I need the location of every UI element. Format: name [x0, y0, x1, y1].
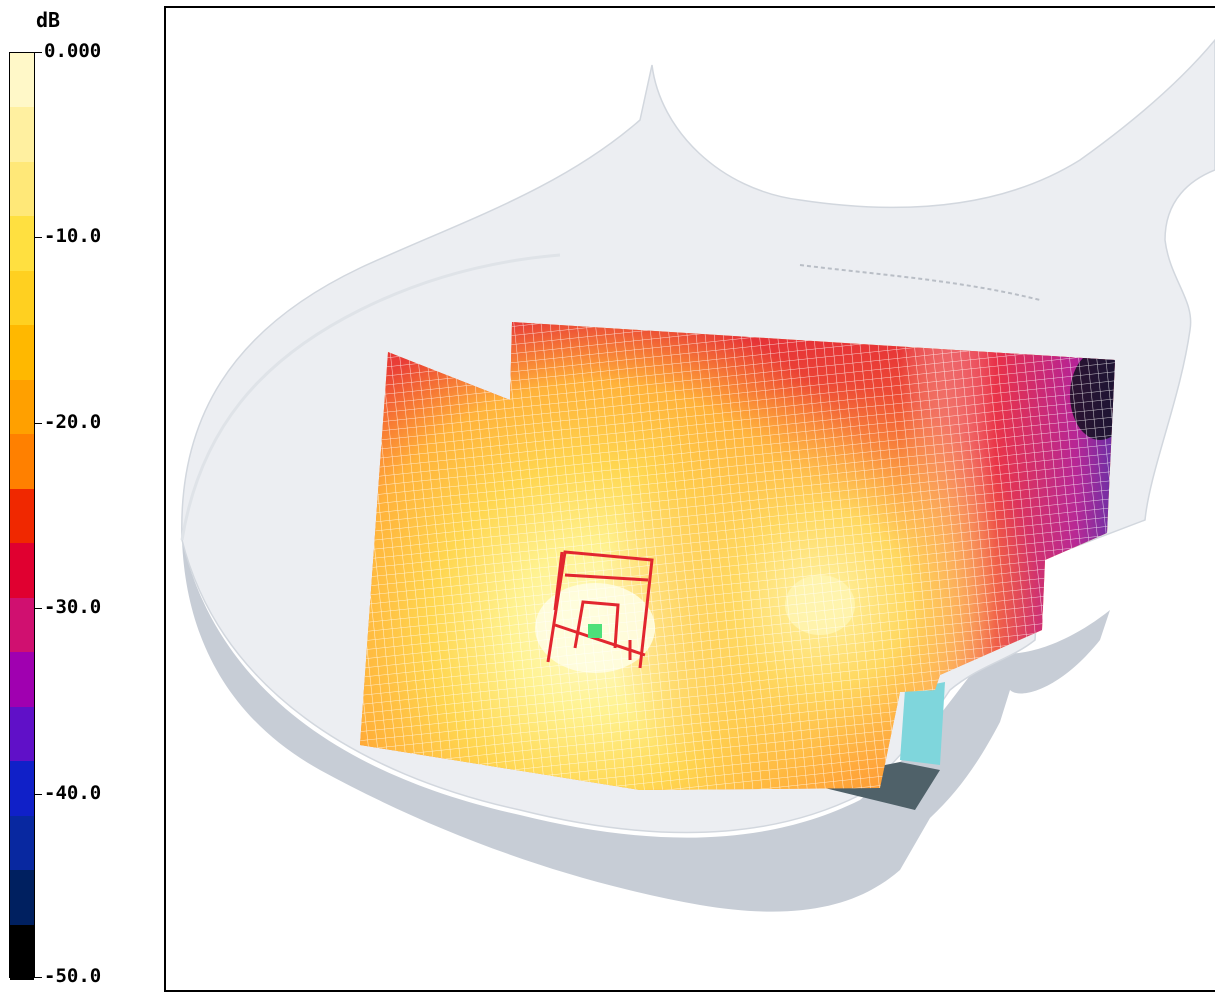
room-render — [180, 38, 1215, 912]
legend-band — [10, 216, 34, 272]
legend-tick-3 — [34, 608, 42, 609]
room-inner-wall — [180, 253, 561, 541]
3d-viewport[interactable] — [164, 6, 1215, 992]
stage-cyan-panel — [900, 682, 945, 765]
room-floor-edge — [182, 540, 1110, 912]
legend-label-1: -10.0 — [44, 224, 102, 247]
legend-tick-5 — [34, 977, 42, 978]
legend-tick-4 — [34, 794, 42, 795]
legend-band — [10, 379, 34, 436]
legend-color-bar — [9, 52, 35, 980]
legend-band — [10, 488, 34, 545]
legend-band — [10, 706, 34, 763]
color-scale-legend: dB 0.000 -10.0 -20.0 -30.0 -40.0 -50.0 — [0, 0, 160, 994]
listener-marker — [588, 624, 602, 638]
legend-label-0: 0.000 — [44, 39, 102, 62]
spl-surface-map — [360, 322, 1115, 790]
legend-label-2: -20.0 — [44, 410, 102, 433]
legend-tick-0 — [34, 52, 42, 53]
legend-band — [10, 543, 34, 599]
legend-band — [10, 652, 34, 708]
legend-band — [10, 161, 34, 218]
legend-tick-2 — [34, 423, 42, 424]
legend-band — [10, 107, 34, 163]
legend-band — [10, 325, 34, 381]
legend-tick-1 — [34, 237, 42, 238]
legend-band — [10, 597, 34, 654]
legend-band — [10, 53, 34, 109]
loudspeaker-wireframe — [546, 550, 654, 669]
legend-band — [10, 761, 34, 817]
legend-label-3: -30.0 — [44, 595, 102, 618]
legend-band — [10, 924, 34, 980]
legend-band — [10, 815, 34, 872]
legend-band — [10, 270, 34, 327]
legend-band — [10, 434, 34, 490]
legend-band — [10, 870, 34, 926]
legend-label-5: -50.0 — [44, 964, 102, 987]
legend-label-4: -40.0 — [44, 781, 102, 804]
legend-unit: dB — [36, 8, 61, 32]
room-ceiling-line — [799, 264, 1041, 301]
